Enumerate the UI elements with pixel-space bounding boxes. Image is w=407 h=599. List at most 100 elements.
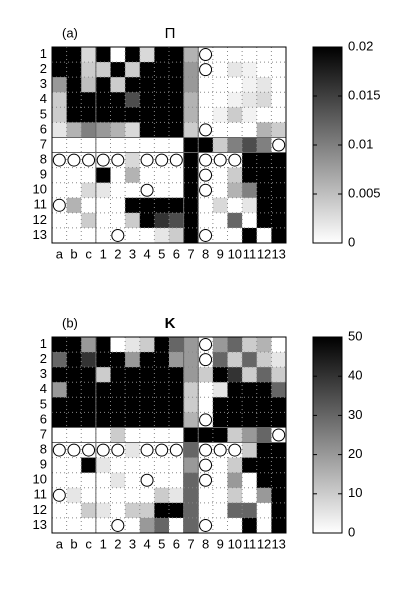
- cell: [227, 227, 243, 244]
- x-tick-label: a: [56, 246, 64, 261]
- cell: [169, 352, 184, 368]
- x-tick-label: 12: [257, 246, 271, 261]
- cell: [139, 502, 155, 519]
- cell: [183, 167, 199, 183]
- cell: [154, 337, 170, 353]
- x-tick-label: 6: [173, 246, 180, 261]
- cell: [198, 197, 214, 214]
- cell: [169, 62, 184, 78]
- cell: [212, 167, 228, 183]
- cell: [154, 212, 170, 229]
- cell: [154, 427, 170, 443]
- cell: [169, 122, 184, 138]
- cell: [256, 212, 272, 229]
- cell: [95, 122, 111, 138]
- cell: [154, 167, 170, 183]
- plot-frame: [51, 46, 287, 244]
- cell: [154, 487, 170, 504]
- cell: [154, 182, 170, 199]
- cell: [66, 182, 82, 199]
- cell: [52, 227, 67, 244]
- cell: [183, 487, 199, 504]
- x-tick-label: 3: [129, 536, 136, 551]
- cell: [139, 457, 155, 473]
- cell: [110, 47, 126, 63]
- cell: [52, 47, 67, 63]
- cell: [271, 412, 287, 428]
- x-tick-label: 1: [100, 536, 107, 551]
- cell: [66, 517, 82, 534]
- cell: [169, 77, 184, 93]
- colorbar-label: 20: [348, 446, 362, 461]
- cell: [212, 397, 228, 413]
- cell: [66, 197, 82, 214]
- cell: [95, 182, 111, 199]
- marker: [199, 183, 213, 197]
- cell: [242, 182, 258, 199]
- cell: [212, 122, 228, 138]
- cell: [256, 122, 272, 138]
- cell: [183, 352, 199, 368]
- cell: [139, 352, 155, 368]
- cell: [242, 382, 258, 398]
- cell: [154, 517, 170, 534]
- cell: [154, 382, 170, 398]
- marker: [199, 63, 213, 77]
- marker: [213, 153, 227, 167]
- cell: [81, 182, 97, 199]
- cell: [227, 382, 243, 398]
- cell: [183, 197, 199, 214]
- y-tick-label: 6: [40, 121, 47, 136]
- cell: [81, 62, 97, 78]
- panel-label: (a): [62, 25, 78, 40]
- cell: [110, 212, 126, 229]
- cell: [198, 92, 214, 108]
- cell: [212, 212, 228, 229]
- cell: [52, 212, 67, 229]
- cell: [212, 457, 228, 473]
- cell: [139, 427, 155, 443]
- cell: [81, 352, 97, 368]
- cell: [81, 427, 97, 443]
- marker: [111, 518, 125, 532]
- marker: [199, 123, 213, 137]
- cell: [212, 182, 228, 199]
- cell: [271, 382, 287, 398]
- cell: [256, 167, 272, 183]
- cell: [95, 77, 111, 93]
- marker: [52, 443, 66, 457]
- cell: [198, 137, 214, 153]
- cell: [125, 427, 141, 443]
- cell: [227, 367, 243, 383]
- cell: [212, 412, 228, 428]
- cell: [256, 502, 272, 519]
- cell: [242, 397, 258, 413]
- cell: [139, 107, 155, 123]
- cell: [66, 487, 82, 504]
- cell: [169, 502, 184, 519]
- cell: [271, 487, 287, 504]
- cell: [212, 382, 228, 398]
- cell: [139, 517, 155, 534]
- marker: [67, 153, 81, 167]
- cell: [125, 197, 141, 214]
- cell: [256, 77, 272, 93]
- cell: [169, 457, 184, 473]
- marker: [140, 183, 154, 197]
- marker: [52, 488, 66, 502]
- cell: [139, 122, 155, 138]
- y-tick-label: 4: [40, 381, 47, 396]
- cell: [154, 62, 170, 78]
- colorbar-label: 10: [348, 485, 362, 500]
- marker: [52, 153, 66, 167]
- cell: [212, 92, 228, 108]
- marker: [228, 153, 242, 167]
- cell: [183, 77, 199, 93]
- cell: [212, 107, 228, 123]
- marker: [111, 443, 125, 457]
- marker: [213, 443, 227, 457]
- cell: [139, 137, 155, 153]
- cell: [256, 92, 272, 108]
- cell: [125, 182, 141, 199]
- cell: [212, 137, 228, 153]
